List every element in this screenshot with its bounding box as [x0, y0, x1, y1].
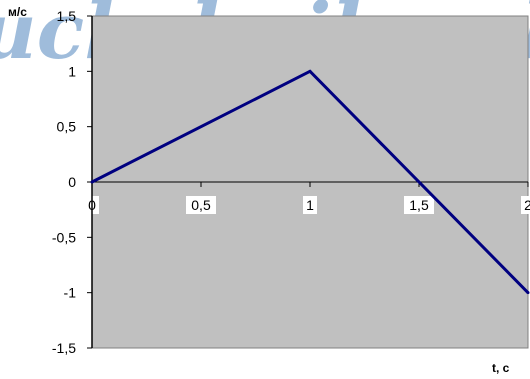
- y-tick-label: 0: [68, 174, 76, 190]
- y-tick-label: -1: [64, 285, 77, 301]
- x-axis-title: t, с: [492, 361, 510, 375]
- data-point: [90, 180, 94, 184]
- x-tick-label-bg: [186, 196, 216, 214]
- y-tick-label: 1,5: [57, 8, 77, 24]
- data-point: [526, 291, 530, 295]
- x-tick-label: 1: [306, 197, 314, 213]
- data-point: [308, 69, 312, 73]
- y-tick-label: 1: [68, 63, 76, 79]
- x-tick-label: 1,5: [409, 197, 429, 213]
- y-axis-ticks: 1,5 1 0,5 0 -0,5 -1 -1,5: [52, 8, 92, 356]
- x-tick-label: 2: [524, 197, 530, 213]
- y-tick-label: 0,5: [57, 119, 77, 135]
- y-tick-label: -1,5: [52, 340, 76, 356]
- x-tick-label-bg: [521, 196, 530, 214]
- y-axis-title: м/с: [8, 5, 27, 19]
- x-tick-label-bg: [303, 196, 317, 214]
- x-tick-label: 0,5: [191, 197, 211, 213]
- series-group: [90, 69, 530, 295]
- x-tick-label-bg: [404, 196, 434, 214]
- y-tick-label: -0,5: [52, 229, 76, 245]
